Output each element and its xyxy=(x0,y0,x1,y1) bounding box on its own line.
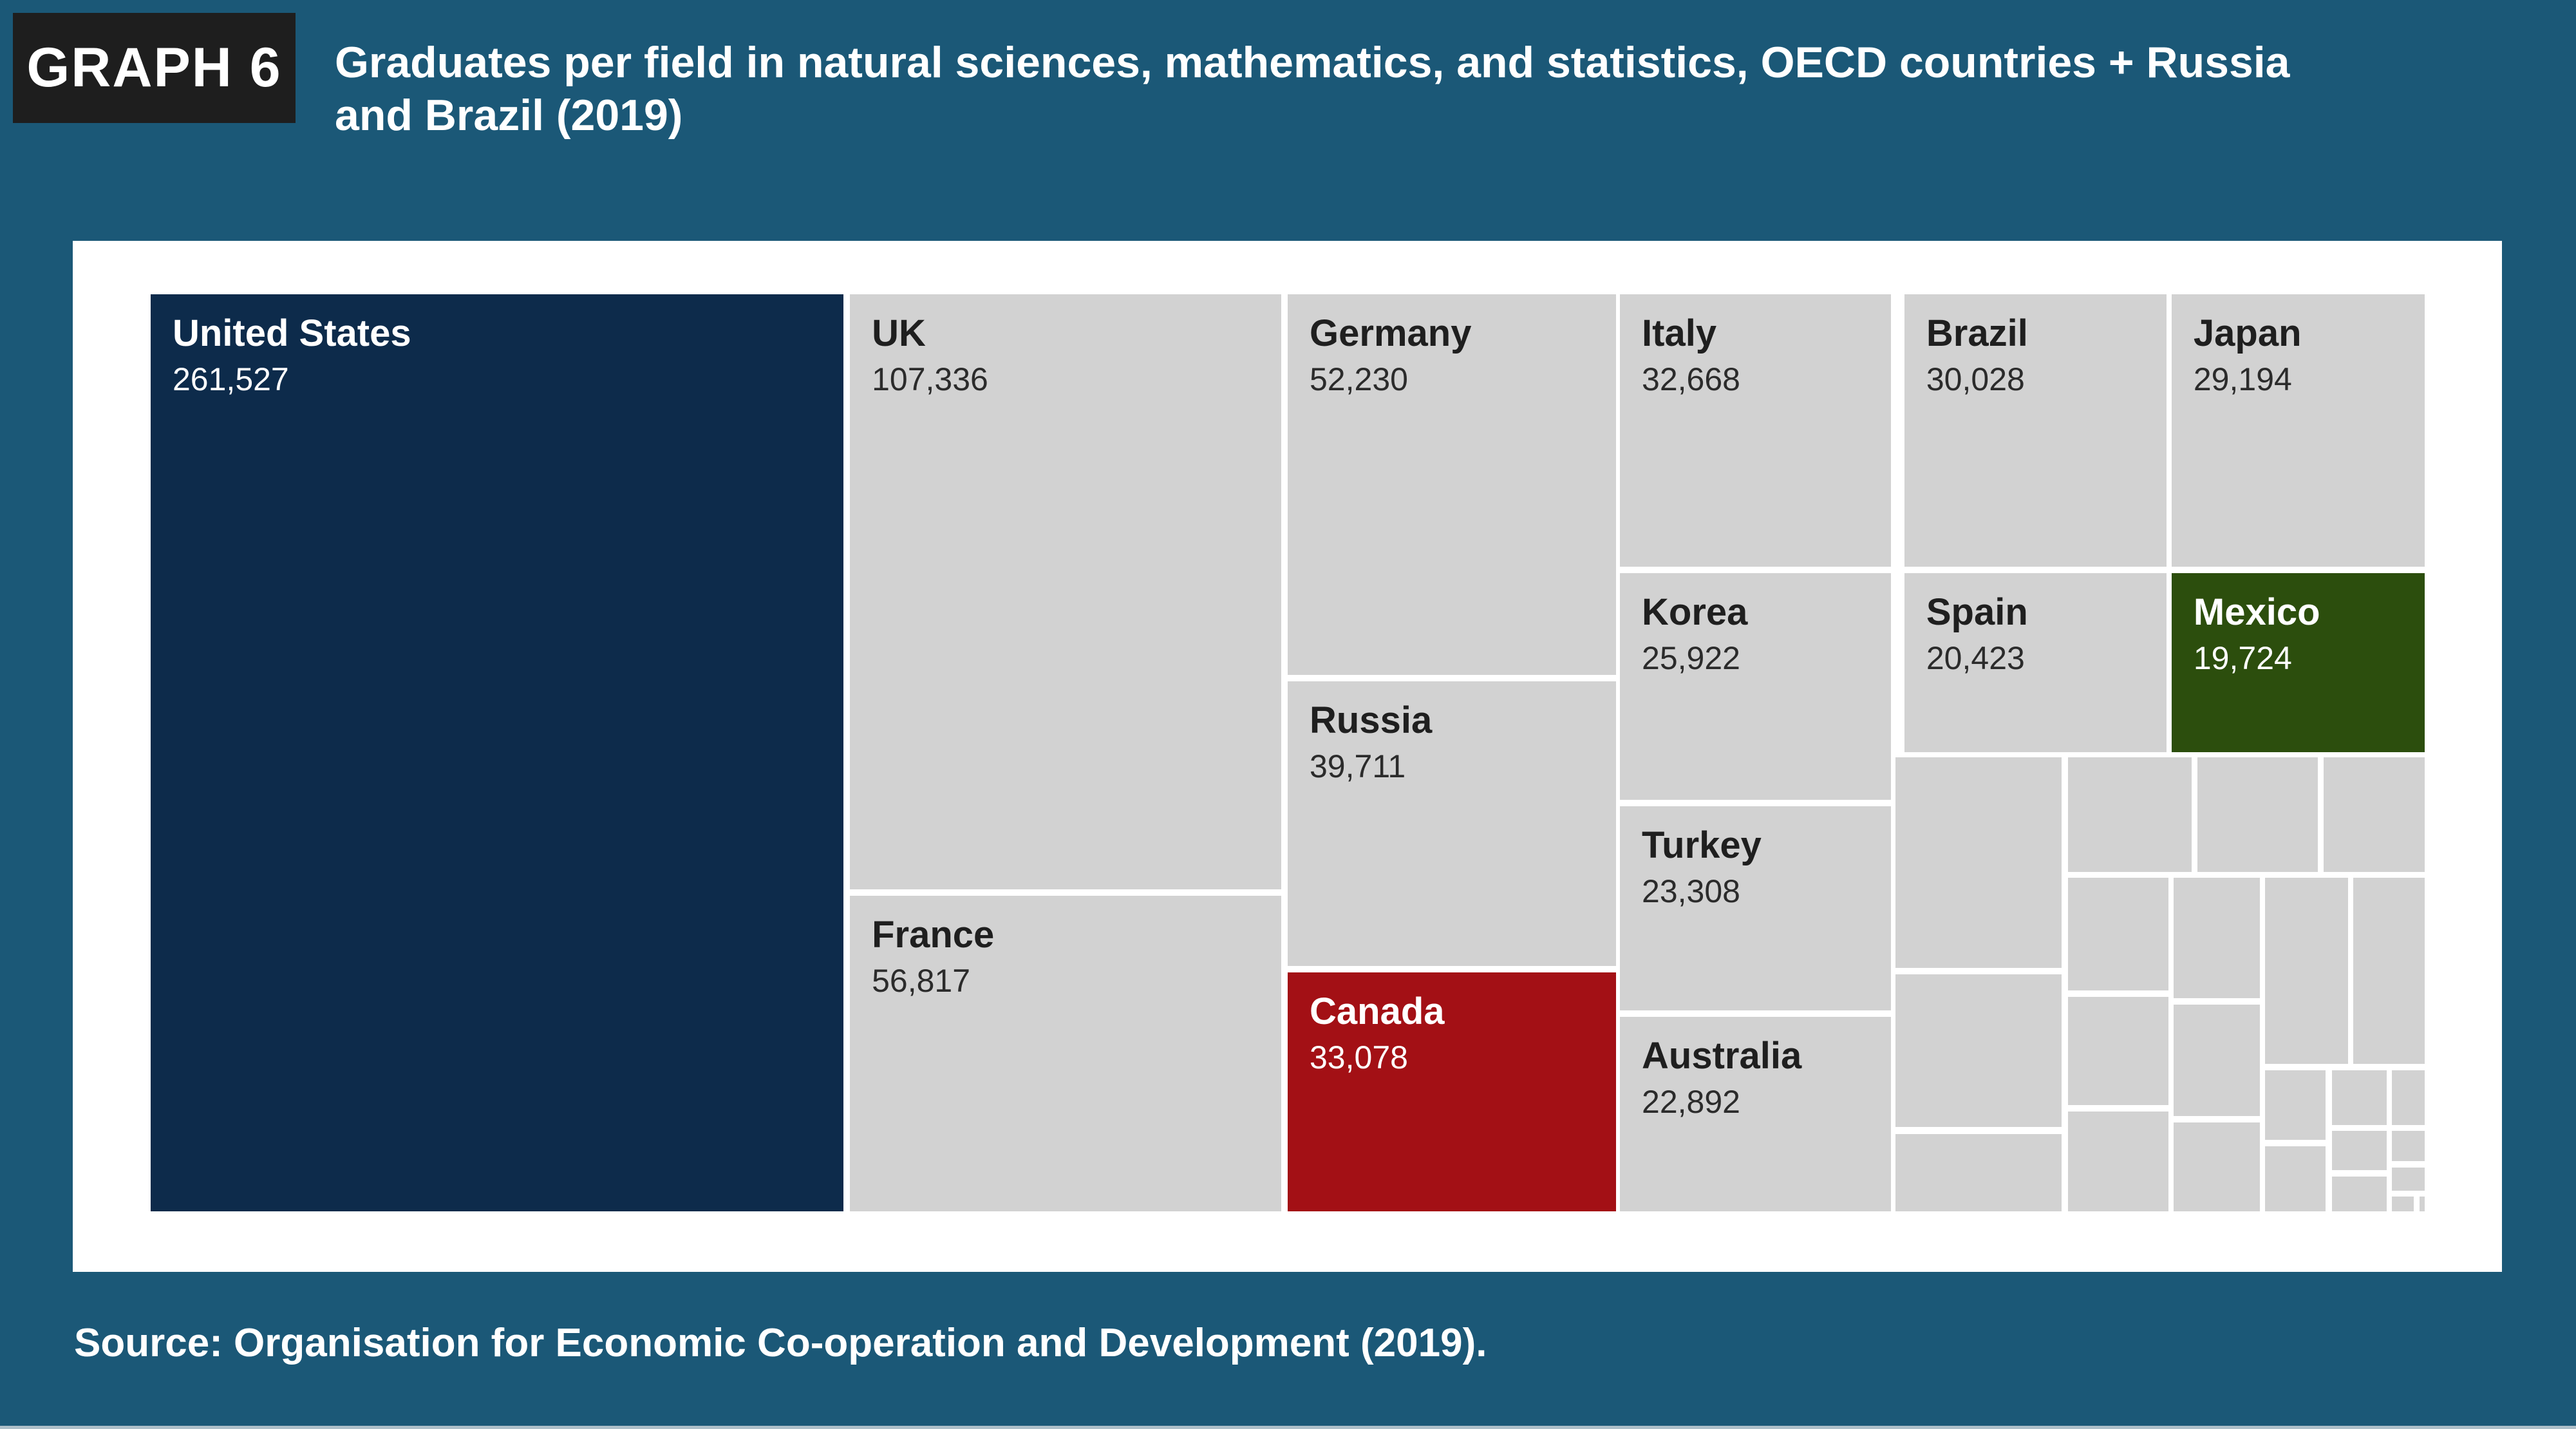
treemap-cell-unlabeled xyxy=(1895,1133,2062,1211)
treemap-cell-unlabeled xyxy=(2067,1112,2168,1211)
treemap-cell-unlabeled xyxy=(2197,757,2318,872)
cell-value-label: 22,892 xyxy=(1642,1083,1740,1120)
treemap-cell-united-states: United States 261,527 xyxy=(151,294,843,1211)
chart-panel: United States 261,527 UK 107,336 France 56,81… xyxy=(73,241,2502,1272)
treemap-cell-unlabeled xyxy=(2419,1196,2425,1211)
cell-value-label: 52,230 xyxy=(1310,361,1408,397)
cell-value-label: 107,336 xyxy=(872,361,988,397)
cell-value-label: 20,423 xyxy=(1926,640,2025,677)
cell-country-label: Turkey xyxy=(1642,824,1762,867)
treemap-cell-unlabeled xyxy=(2067,997,2168,1106)
cell-value-label: 33,078 xyxy=(1310,1039,1408,1076)
treemap-cell-germany: Germany 52,230 xyxy=(1288,294,1617,675)
treemap-cell-mexico: Mexico 19,724 xyxy=(2171,573,2425,752)
treemap-cell-unlabeled xyxy=(2331,1070,2387,1125)
cell-country-label: Italy xyxy=(1642,312,1717,354)
treemap-cell-australia: Australia 22,892 xyxy=(1620,1016,1892,1211)
chart-title-line2: and Brazil (2019) xyxy=(335,91,683,140)
graph-number-badge: GRAPH 6 xyxy=(13,13,296,123)
treemap-cell-korea: Korea 25,922 xyxy=(1620,573,1892,800)
treemap-cell-unlabeled xyxy=(2174,1005,2260,1117)
cell-country-label: France xyxy=(872,914,995,956)
cell-country-label: Germany xyxy=(1310,312,1472,354)
treemap-cell-france: France 56,817 xyxy=(850,896,1282,1211)
treemap-cell-unlabeled xyxy=(1895,974,2062,1127)
bottom-edge-strip xyxy=(0,1426,2576,1429)
treemap-cell-unlabeled xyxy=(2392,1130,2425,1161)
treemap-cell-unlabeled xyxy=(2392,1167,2425,1191)
cell-value-label: 29,194 xyxy=(2193,361,2292,397)
treemap-cell-unlabeled xyxy=(2174,1122,2260,1211)
cell-value-label: 25,922 xyxy=(1642,640,1740,677)
cell-value-label: 261,527 xyxy=(173,361,289,397)
cell-value-label: 56,817 xyxy=(872,963,971,999)
source-note: Source: Organisation for Economic Co-ope… xyxy=(74,1321,1487,1365)
treemap-cell-brazil: Brazil 30,028 xyxy=(1904,294,2167,567)
cell-country-label: Korea xyxy=(1642,591,1748,634)
cell-country-label: Spain xyxy=(1926,591,2028,634)
cell-country-label: Mexico xyxy=(2193,591,2320,634)
treemap-cell-unlabeled xyxy=(2331,1130,2387,1170)
cell-country-label: United States xyxy=(173,312,411,354)
cell-value-label: 23,308 xyxy=(1642,873,1740,910)
treemap-cell-unlabeled xyxy=(2265,1070,2326,1140)
treemap-cell-unlabeled xyxy=(2067,757,2192,872)
treemap-cell-turkey: Turkey 23,308 xyxy=(1620,806,1892,1010)
chart-title-line1: Graduates per field in natural sciences,… xyxy=(335,38,2290,87)
treemap-cell-unlabeled xyxy=(2331,1177,2387,1211)
cell-value-label: 39,711 xyxy=(1310,748,1406,785)
cell-value-label: 30,028 xyxy=(1926,361,2025,397)
treemap-cell-unlabeled xyxy=(2067,877,2168,990)
cell-country-label: Japan xyxy=(2193,312,2302,354)
treemap-cell-unlabeled xyxy=(2265,877,2348,1064)
treemap-cell-canada: Canada 33,078 xyxy=(1288,972,1617,1211)
treemap-cell-japan: Japan 29,194 xyxy=(2171,294,2425,567)
treemap-cell-unlabeled xyxy=(2174,877,2260,998)
treemap-cell-unlabeled xyxy=(2392,1196,2414,1211)
cell-country-label: UK xyxy=(872,312,926,354)
treemap-cell-italy: Italy 32,668 xyxy=(1620,294,1892,567)
treemap-cell-russia: Russia 39,711 xyxy=(1288,681,1617,967)
treemap: United States 261,527 UK 107,336 France 56,81… xyxy=(151,294,2425,1211)
cell-value-label: 32,668 xyxy=(1642,361,1740,397)
treemap-cell-unlabeled xyxy=(2265,1146,2326,1211)
cell-country-label: Russia xyxy=(1310,699,1433,742)
cell-value-label: 19,724 xyxy=(2193,640,2292,677)
chart-title: Graduates per field in natural sciences,… xyxy=(335,36,2331,142)
treemap-cell-uk: UK 107,336 xyxy=(850,294,1282,890)
cell-country-label: Brazil xyxy=(1926,312,2028,354)
treemap-cell-unlabeled xyxy=(1895,757,2062,968)
cell-country-label: Canada xyxy=(1310,990,1445,1033)
treemap-cell-unlabeled xyxy=(2353,877,2425,1064)
treemap-cell-unlabeled xyxy=(2392,1070,2425,1125)
treemap-cell-spain: Spain 20,423 xyxy=(1904,573,2167,752)
treemap-cell-unlabeled xyxy=(2324,757,2425,872)
cell-country-label: Australia xyxy=(1642,1034,1802,1077)
